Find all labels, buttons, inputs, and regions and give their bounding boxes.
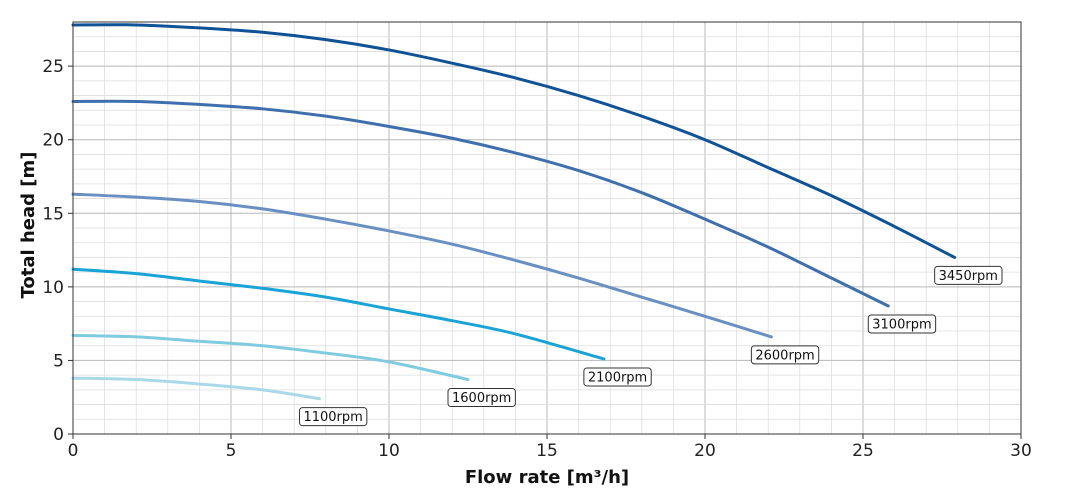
y-axis-title: Total head [m] — [18, 152, 39, 299]
x-tick-label: 15 — [536, 441, 558, 461]
rpm-label-box — [934, 265, 1003, 285]
rpm-label-2600rpm: 2600rpm — [750, 345, 820, 365]
rpm-label-text: 1100rpm — [303, 410, 362, 425]
x-tick-label: 20 — [694, 441, 716, 461]
y-tick-label: 0 — [53, 425, 64, 445]
series-line-2600rpm — [71, 192, 773, 339]
x-tick-label: 30 — [1010, 441, 1032, 461]
rpm-label-text: 1600rpm — [452, 391, 511, 406]
y-tick-label: 10 — [42, 278, 64, 298]
series-line-1100rpm — [71, 376, 321, 401]
rpm-label-text: 2600rpm — [755, 348, 814, 363]
y-tick-label: 5 — [53, 351, 64, 371]
y-tick-label: 25 — [42, 57, 64, 77]
axis-ticks: 0 5 10 15 20 25 30 0 5 10 15 20 25 — [42, 57, 1031, 461]
grid — [72, 21, 1022, 435]
rpm-label-box — [447, 388, 516, 408]
rpm-label-text: 2100rpm — [588, 370, 647, 385]
x-axis-title: Flow rate [m³/h] — [465, 467, 629, 488]
rpm-label-text: 3100rpm — [872, 317, 931, 332]
rpm-label-box — [867, 314, 937, 334]
rpm-label-3100rpm: 3100rpm — [867, 314, 937, 334]
rpm-label-1600rpm: 1600rpm — [447, 388, 516, 408]
rpm-label-1100rpm: 1100rpm — [298, 407, 368, 427]
x-tick-label: 25 — [852, 441, 874, 461]
rpm-label-2100rpm: 2100rpm — [583, 367, 652, 387]
rpm-label-3450rpm: 3450rpm — [934, 265, 1003, 285]
series-line-3450rpm — [71, 23, 957, 259]
rpm-label-box — [298, 407, 368, 427]
x-tick-label: 10 — [378, 441, 400, 461]
series-layer — [71, 23, 957, 401]
rpm-labels: 3450rpm 3100rpm 2600rpm 2100rpm 1600rpm 1100r… — [298, 265, 1003, 427]
y-tick-label: 20 — [42, 131, 64, 151]
rpm-label-box — [583, 367, 652, 387]
x-tick-label: 5 — [226, 441, 237, 461]
y-tick-label: 15 — [42, 204, 64, 224]
series-line-1600rpm — [71, 333, 470, 382]
rpm-label-text: 3450rpm — [939, 269, 998, 284]
series-line-3100rpm — [71, 99, 890, 308]
x-tick-label: 0 — [68, 441, 79, 461]
rpm-label-box — [750, 345, 820, 365]
series-line-2100rpm — [71, 267, 606, 361]
